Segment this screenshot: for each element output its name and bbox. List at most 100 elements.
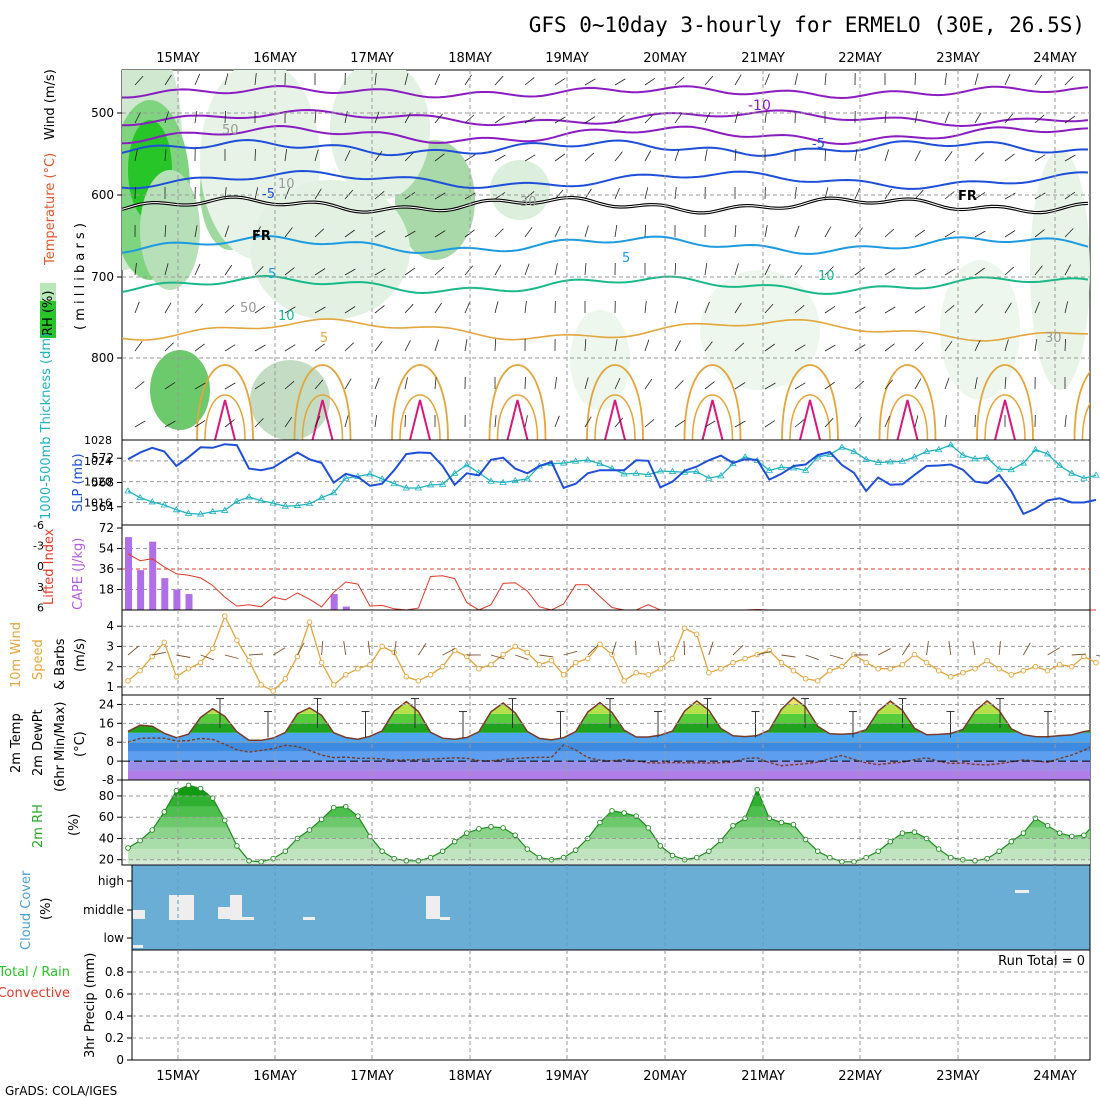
wind-barb bbox=[134, 149, 138, 162]
contour-label: 5 bbox=[268, 267, 276, 282]
temperature-contour bbox=[122, 108, 1089, 128]
wind-speed-point bbox=[935, 667, 942, 674]
wind-barb bbox=[734, 263, 739, 276]
wind-barb bbox=[824, 73, 827, 86]
wind-barb bbox=[134, 75, 144, 86]
wind-barb bbox=[674, 76, 685, 86]
rh-point bbox=[330, 804, 337, 811]
wind-speed-point bbox=[343, 672, 349, 678]
wind-barb bbox=[404, 73, 409, 86]
cape-frame bbox=[121, 524, 1091, 611]
wind-barb bbox=[314, 379, 324, 390]
wind-barb bbox=[224, 344, 236, 352]
temperature-band bbox=[128, 732, 1090, 743]
rh-point bbox=[137, 837, 143, 844]
bottom-date-label: 15MAY bbox=[156, 1069, 200, 1084]
wind-barb bbox=[434, 153, 445, 162]
bottom-date-label: 23MAY bbox=[936, 1069, 980, 1084]
wind-barb-10m bbox=[272, 647, 286, 656]
thickness-point bbox=[934, 445, 943, 453]
tick-label: 8 bbox=[106, 735, 114, 749]
wind-speed-point bbox=[476, 665, 482, 672]
thickness-point bbox=[342, 474, 350, 481]
wind-barb bbox=[914, 378, 922, 390]
li-tick-label: -6 bbox=[33, 519, 44, 532]
wind-speed-point bbox=[875, 665, 881, 672]
top-date-label: 24MAY bbox=[1033, 51, 1077, 66]
wind-barb bbox=[494, 264, 502, 276]
tick-label: 0 bbox=[116, 1053, 124, 1067]
wind-barb bbox=[224, 382, 236, 390]
slp-frame bbox=[121, 439, 1091, 526]
contour-label: 50 bbox=[240, 301, 257, 316]
wind-barb bbox=[944, 73, 947, 86]
wind-speed-point bbox=[1032, 663, 1039, 670]
wind-barb bbox=[1064, 338, 1066, 352]
cape-bar bbox=[137, 570, 145, 610]
wind-speed-point bbox=[572, 659, 579, 666]
wind10-label-1: 10m Wind bbox=[9, 622, 24, 688]
rh-label: 2m RH bbox=[31, 804, 46, 848]
wind-barb bbox=[914, 189, 924, 200]
wind-speed-point bbox=[149, 653, 155, 660]
wind-barb bbox=[284, 416, 293, 428]
wind-barb bbox=[644, 339, 650, 352]
wind-barb bbox=[224, 73, 229, 86]
wind-speed-point bbox=[693, 631, 700, 638]
thickness-point bbox=[584, 456, 592, 463]
wind-speed-point bbox=[1008, 672, 1015, 678]
temperature-axis-label: Temperature (°C) bbox=[43, 153, 58, 266]
wind-barb bbox=[1064, 115, 1076, 124]
wind-barb bbox=[734, 224, 737, 238]
thickness-point bbox=[221, 506, 229, 513]
wind-barb bbox=[944, 377, 950, 390]
bottom-date-label: 21MAY bbox=[741, 1069, 785, 1084]
wind-barb bbox=[644, 77, 656, 86]
contour-label: -5 bbox=[262, 187, 275, 202]
wind-barb-10m bbox=[948, 641, 952, 656]
wind-barb-10m bbox=[297, 642, 305, 656]
wind-barb bbox=[254, 418, 264, 428]
wind-barb bbox=[374, 111, 380, 124]
wind-barb bbox=[824, 187, 829, 200]
wind-speed-point bbox=[222, 613, 228, 619]
wind-barb bbox=[224, 264, 233, 276]
tick-label: 568 bbox=[91, 476, 114, 490]
wind-barb bbox=[314, 343, 325, 352]
wind-barb bbox=[434, 339, 439, 352]
thickness-point bbox=[1043, 450, 1052, 457]
li-tick-label: 6 bbox=[37, 601, 44, 614]
wind-barb bbox=[164, 382, 176, 390]
wind-barb bbox=[374, 305, 385, 314]
wind-barb bbox=[614, 187, 620, 200]
rh-point bbox=[403, 858, 410, 864]
rh-point bbox=[161, 809, 168, 815]
wind-barb bbox=[674, 112, 683, 124]
thickness-point bbox=[293, 501, 302, 508]
hot-contour bbox=[409, 399, 431, 440]
wind-barb bbox=[794, 344, 806, 352]
bottom-date-label: 17MAY bbox=[350, 1069, 394, 1084]
thickness-point bbox=[184, 509, 193, 516]
cape-bar bbox=[173, 589, 181, 610]
temperature-contour bbox=[122, 234, 1089, 255]
tick-label: 700 bbox=[91, 270, 114, 284]
wind-barb bbox=[524, 415, 528, 428]
wind-barb bbox=[1064, 191, 1076, 200]
cloud-block bbox=[218, 907, 230, 919]
thickness-point bbox=[1092, 471, 1100, 478]
wind-barb bbox=[884, 415, 891, 428]
thickness-line bbox=[127, 444, 1097, 515]
temperature-band bbox=[128, 761, 1090, 771]
wind-speed-point bbox=[706, 669, 712, 676]
wind-barb bbox=[1034, 192, 1046, 200]
rh-point bbox=[754, 786, 760, 793]
wind-barb bbox=[704, 149, 708, 162]
wind-barb bbox=[854, 344, 866, 352]
wind-barb bbox=[254, 148, 256, 162]
wind-barb bbox=[1004, 113, 1014, 124]
upper-air-panel: 500 600 700 800 -10 -5 -5 FR FR 5 5 10 10 5 50 10 50 30 3… bbox=[91, 69, 1091, 441]
wind-barb bbox=[344, 268, 356, 276]
temperature-contour bbox=[122, 138, 1089, 157]
millibars-axis-label: ( m i l l i b a r s ) bbox=[73, 223, 88, 330]
